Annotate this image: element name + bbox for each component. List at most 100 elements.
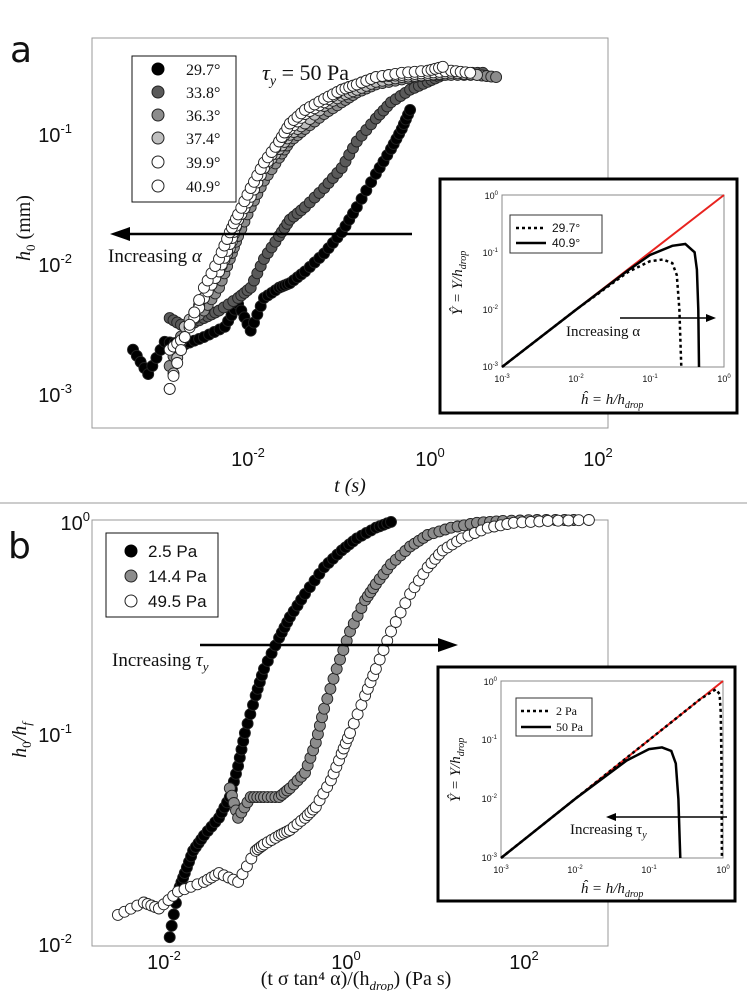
- inset-a-xtick-3: 10-1: [642, 374, 658, 384]
- inset-a-x-axis-label: ĥ = h/hdrop: [581, 391, 644, 411]
- inset-b-xtick-3: 10-1: [641, 865, 657, 875]
- inset-a-arrow-label: Increasing α: [566, 324, 640, 340]
- point-49-5-pa-74: [394, 606, 407, 619]
- point-49-5-pa-75: [399, 597, 412, 610]
- inset-a-ytick-2: 10-2: [483, 305, 499, 315]
- inset-b-arrow-label: Increasing τy: [570, 822, 647, 841]
- legend-label-2-5-pa: 2.5 Pa: [148, 542, 198, 561]
- inset-b-xtick-1: 10-3: [493, 865, 509, 875]
- inset-a-x-ticks: 10-3 10-2 10-1 100: [494, 374, 731, 384]
- inset-curve-29-7: [501, 258, 683, 368]
- panel-a-xtick-2: 100: [415, 445, 444, 471]
- point-40-9-68: [436, 60, 449, 73]
- panel-b-data-layer: [111, 514, 595, 944]
- panel-b-letter: b: [8, 526, 31, 567]
- inset-a-legend-label-1: 29.7°: [552, 221, 580, 235]
- point-2-5-pa-2: [167, 908, 180, 921]
- panel-a-inset: 29.7° 40.9° Increasing α 10-3 10-2 10-1 …: [438, 177, 739, 415]
- inset-b-y-axis-label: Ŷ = Y/hdrop: [447, 738, 467, 803]
- inset-b-ytick-1: 10-3: [482, 853, 498, 863]
- panel-b-x-axis-label: (t σ tan⁴ α)/(hdrop) (Pa s): [261, 968, 452, 991]
- point-49-5-pa-72: [385, 625, 397, 638]
- legend-marker-49-5-pa: [124, 594, 138, 608]
- panel-b-arrow-head: [438, 638, 458, 652]
- inset-b-y-ticks: 10-3 10-2 10-1 100: [482, 677, 498, 863]
- legend-label-39-9: 39.9°: [186, 155, 220, 172]
- panel-a-arrow-label: Increasing α: [108, 246, 203, 267]
- panel-b-inset: 2 Pa 50 Pa Increasing τy 10-3 10-2 10-1 …: [436, 665, 737, 903]
- point-14-4-pa-35: [327, 672, 340, 685]
- panel-b-xtick-2: 100: [331, 948, 360, 974]
- panel-a: a 10-2 100 102 10-3 10-2 10-1 t (s) h0 (…: [10, 30, 739, 497]
- series-14-4-pa: [223, 514, 580, 824]
- panel-a-data-layer: [127, 60, 503, 395]
- point-14-4-pa-32: [318, 702, 331, 715]
- point-49-5-pa-73: [389, 616, 402, 628]
- panel-b-ytick-3: 100: [61, 509, 90, 535]
- inset-b-xtick-4: 100: [716, 865, 730, 875]
- inset-a-ytick-1: 10-3: [483, 362, 499, 372]
- panel-a-inset-legend: [509, 214, 603, 254]
- panel-b-ytick-1: 10-2: [38, 931, 72, 957]
- panel-a-inset-frame: [438, 177, 739, 415]
- inset-a-xtick-4: 100: [717, 374, 731, 384]
- legend-marker-39-9: [151, 155, 165, 169]
- panel-a-arrow-annotation: Increasing α: [108, 227, 412, 267]
- legend-marker-2-5-pa: [124, 544, 138, 558]
- panel-b-xtick-1: 10-2: [147, 948, 181, 974]
- inset-b-ytick-4: 100: [484, 677, 498, 687]
- point-2-5-pa-72: [385, 515, 397, 528]
- point-39-9-72: [464, 66, 477, 79]
- panel-a-xtick-3: 102: [583, 445, 612, 471]
- legend-label-37-4: 37.4°: [186, 131, 220, 148]
- point-40-9-7: [193, 294, 206, 307]
- panel-b-y-axis-label: h0/hf: [9, 720, 34, 758]
- panel-b-xtick-3: 102: [509, 948, 538, 974]
- panel-b-legend: 2.5 Pa 14.4 Pa 49.5 Pa: [105, 532, 219, 618]
- point-40-9-3: [175, 344, 187, 357]
- panel-b-inset-axes: [500, 680, 724, 859]
- panel-a-x-axis-label: t (s): [334, 475, 366, 497]
- point-2-5-pa-0: [163, 931, 176, 944]
- legend-label-33-8: 33.8°: [186, 85, 220, 102]
- inset-b-x-axis-label: ĥ = h/hdrop: [581, 880, 644, 900]
- inset-b-legend-label-1: 2 Pa: [556, 704, 578, 718]
- point-40-9-2: [171, 357, 184, 369]
- panel-a-xtick-1: 10-2: [231, 445, 265, 471]
- point-40-9-5: [183, 318, 196, 331]
- panel-b-y-ticks: 10-2 10-1 100: [38, 509, 90, 957]
- panel-b-x-ticks: 10-2 100 102: [147, 948, 539, 974]
- panel-a-legend-box: [131, 55, 237, 203]
- point-40-9-0: [163, 382, 176, 395]
- inset-b-ytick-3: 10-1: [482, 735, 498, 745]
- inset-curve-2-pa: [500, 687, 724, 859]
- point-40-9-1: [167, 369, 180, 382]
- inset-a-y-axis-label: Ŷ = Y/hdrop: [449, 251, 469, 316]
- panel-a-inset-lines: [501, 194, 725, 368]
- legend-label-14-4-pa: 14.4 Pa: [148, 567, 207, 586]
- panel-a-arrow-head: [110, 227, 130, 241]
- point-49-5-pa-104: [582, 514, 595, 526]
- point-40-9-4: [178, 331, 191, 344]
- inset-a-xtick-1: 10-3: [494, 374, 510, 384]
- legend-label-49-5-pa: 49.5 Pa: [148, 592, 207, 611]
- panel-b: b 10-2 100 102 10-2 10-1 100 (t σ tan⁴ α…: [8, 509, 737, 991]
- inset-b-legend-label-2: 50 Pa: [556, 720, 584, 734]
- inset-a-xtick-2: 10-2: [568, 374, 584, 384]
- panel-a-x-ticks: 10-2 100 102: [231, 445, 613, 471]
- inset-b-ytick-2: 10-2: [482, 794, 498, 804]
- point-2-5-pa-1: [165, 919, 178, 932]
- inset-a-ytick-4: 100: [485, 191, 499, 201]
- point-40-9-6: [188, 306, 201, 319]
- legend-label-29-7: 29.7°: [186, 62, 220, 79]
- inset-b-arrow-head: [606, 813, 616, 821]
- point-14-4-pa-34: [324, 682, 337, 695]
- panel-a-tau-annotation: τy = 50 Pa: [262, 60, 349, 89]
- panel-a-inset-axes: [501, 194, 725, 368]
- point-29-7-72: [404, 103, 417, 116]
- inset-b-x-ticks: 10-3 10-2 10-1 100: [493, 865, 730, 875]
- legend-marker-36-3: [151, 108, 165, 122]
- inset-b-xtick-2: 10-2: [567, 865, 583, 875]
- panel-b-arrow-annotation: Increasing τy: [112, 638, 458, 674]
